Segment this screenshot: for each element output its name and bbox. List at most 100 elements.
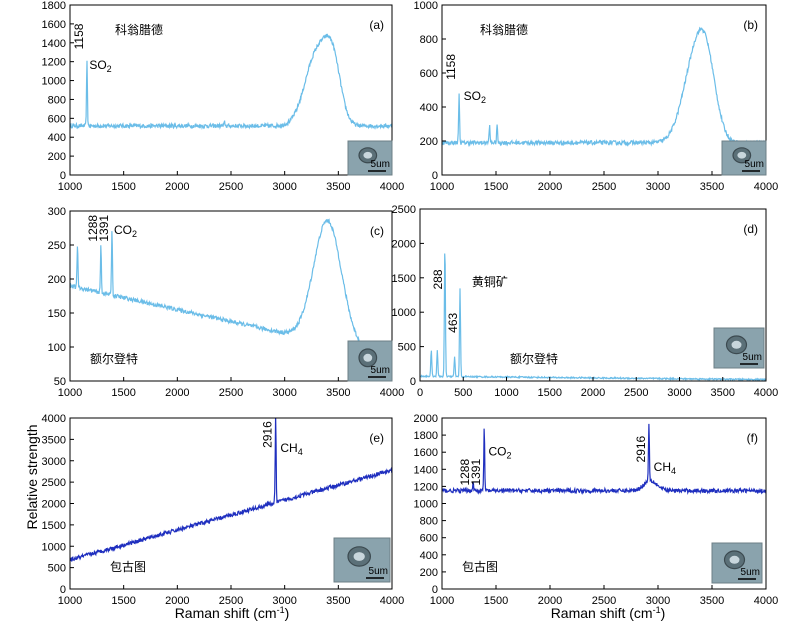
peak-annotation: 1158 xyxy=(72,23,86,49)
y-tick-label: 600 xyxy=(48,113,66,125)
x-tick-label: 1000 xyxy=(58,595,82,607)
locality-label-c: 额尔登特 xyxy=(90,351,138,366)
peak-annotation: 463 xyxy=(446,312,460,332)
species-label: SO2 xyxy=(89,58,111,74)
species-subscript: 2 xyxy=(132,229,137,239)
panels-group: 1000 1500 2000 2500 3000 3500 4000020040060080… xyxy=(42,0,779,607)
micrograph-inset-a: 5um xyxy=(347,140,393,176)
x-tick-label: 1500 xyxy=(484,181,508,193)
peak-annotation: 1288 xyxy=(86,215,100,242)
y-tick-label: 400 xyxy=(48,132,66,144)
spectrum-line-a xyxy=(70,33,392,130)
x-axis-label-left-sup: -1 xyxy=(277,605,285,615)
locality-label-f: 包古图 xyxy=(462,559,498,574)
y-tick-label: 1200 xyxy=(414,481,438,493)
species-subscript: 2 xyxy=(107,64,112,74)
y-tick-label: 1500 xyxy=(42,520,66,532)
x-tick-label: 1500 xyxy=(111,387,135,399)
panel-a: 1000 1500 2000 2500 3000 3500 4000 0 200 400 600 80… xyxy=(42,0,405,193)
peak-annotation: 1288 xyxy=(458,459,472,486)
peak-annotation: 1158 xyxy=(444,54,458,80)
spectrum-line-f xyxy=(442,423,766,495)
y-tick-label: 2000 xyxy=(414,413,438,425)
inclusion-vapor xyxy=(729,555,740,564)
inclusion-vapor xyxy=(737,151,747,159)
x-tick-label: 1500 xyxy=(111,595,135,607)
species-subscript: 4 xyxy=(298,447,303,457)
panel-e: 1000 1500 2000 2500 3000 3500 4000 0 500 1000 1500… xyxy=(42,413,405,607)
y-tick-label: 150 xyxy=(48,308,66,320)
x-tick-label: 4000 xyxy=(380,595,404,607)
species-formula: CH xyxy=(280,441,297,455)
inclusion-vapor xyxy=(363,151,373,159)
x-tick-label: 2500 xyxy=(624,387,648,399)
y-tick-label: 2000 xyxy=(42,499,66,511)
y-tick-label: 200 xyxy=(420,136,438,148)
species-formula: CO xyxy=(114,223,132,237)
x-axis-label-left-text: Raman shift (cm xyxy=(175,605,277,621)
y-tick-label: 600 xyxy=(420,68,438,80)
y-tick-label: 800 xyxy=(420,34,438,46)
y-tick-label: 800 xyxy=(48,94,66,106)
inclusion-vapor xyxy=(363,353,373,362)
locality-label-e: 包古图 xyxy=(110,559,146,574)
x-tick-label: 1000 xyxy=(494,387,518,399)
x-tick-label: 4000 xyxy=(754,181,778,193)
x-tick-label: 2500 xyxy=(592,181,616,193)
x-tick-label: 3500 xyxy=(326,387,350,399)
y-tick-label: 1000 xyxy=(392,307,416,319)
y-tick-label: 0 xyxy=(60,170,66,182)
panel-f: 1000 1500 2000 2500 3000 3500 4000 0 200 400 600 80… xyxy=(414,413,779,607)
mineral-label: 黄铜矿 xyxy=(472,274,508,289)
x-tick-label: 0 xyxy=(417,387,423,399)
y-tick-label: 1400 xyxy=(42,38,66,50)
panel-c: 1000 1500 2000 2500 3000 3500 4000 50 100 150 200 2… xyxy=(48,206,405,399)
x-tick-label: 2000 xyxy=(165,387,189,399)
y-tick-label: 4000 xyxy=(42,413,66,425)
x-tick-label: 1000 xyxy=(58,387,82,399)
y-tick-label: 200 xyxy=(48,274,66,286)
species-subscript: 2 xyxy=(481,95,486,105)
y-tick-label: 1600 xyxy=(414,447,438,459)
y-tick-label: 1200 xyxy=(42,57,66,69)
locality-label-d: 额尔登特 xyxy=(510,351,558,366)
y-tick-label: 500 xyxy=(48,563,66,575)
x-tick-label: 2000 xyxy=(581,387,605,399)
scale-bar-label: 5um xyxy=(741,567,760,578)
micrograph-inset-c: 5um xyxy=(347,340,393,382)
x-tick-label: 3000 xyxy=(272,387,296,399)
y-tick-label: 1000 xyxy=(414,0,438,12)
x-tick-label: 500 xyxy=(454,387,472,399)
y-tick-label: 1800 xyxy=(414,430,438,442)
y-tick-label: 1000 xyxy=(42,76,66,88)
x-tick-label: 2000 xyxy=(165,181,189,193)
x-tick-label: 3500 xyxy=(700,595,724,607)
y-tick-label: 2500 xyxy=(392,204,416,216)
x-tick-label: 4000 xyxy=(754,595,778,607)
scale-bar-label: 5um xyxy=(371,159,390,170)
x-tick-label: 2500 xyxy=(219,181,243,193)
y-tick-label: 1000 xyxy=(42,541,66,553)
scale-bar-label: 5um xyxy=(743,352,762,363)
panel-b: 1000 1500 2000 2500 3000 3500 4000 0 200 400 600 80… xyxy=(414,0,779,193)
y-tick-label: 3500 xyxy=(42,434,66,446)
x-tick-label: 1500 xyxy=(538,387,562,399)
x-tick-label: 3000 xyxy=(272,181,296,193)
y-tick-label: 3000 xyxy=(42,456,66,468)
y-tick-label: 1000 xyxy=(414,499,438,511)
y-tick-label: 2500 xyxy=(42,477,66,489)
panel-label-f: (f) xyxy=(747,431,758,445)
spectrum-line-c xyxy=(70,218,392,360)
scale-bar-label: 5um xyxy=(745,159,764,170)
y-tick-label: 400 xyxy=(420,102,438,114)
panel-label-b: (b) xyxy=(743,18,758,32)
species-formula: SO xyxy=(89,58,106,72)
x-tick-label: 1000 xyxy=(430,595,454,607)
y-tick-label: 0 xyxy=(410,376,416,388)
y-tick-label: 800 xyxy=(420,516,438,528)
y-tick-label: 0 xyxy=(432,584,438,596)
panel-label-d: (d) xyxy=(743,222,758,236)
peak-annotation: 288 xyxy=(431,269,445,289)
species-formula: SO xyxy=(464,89,481,103)
spectrum-line-b xyxy=(442,26,766,148)
